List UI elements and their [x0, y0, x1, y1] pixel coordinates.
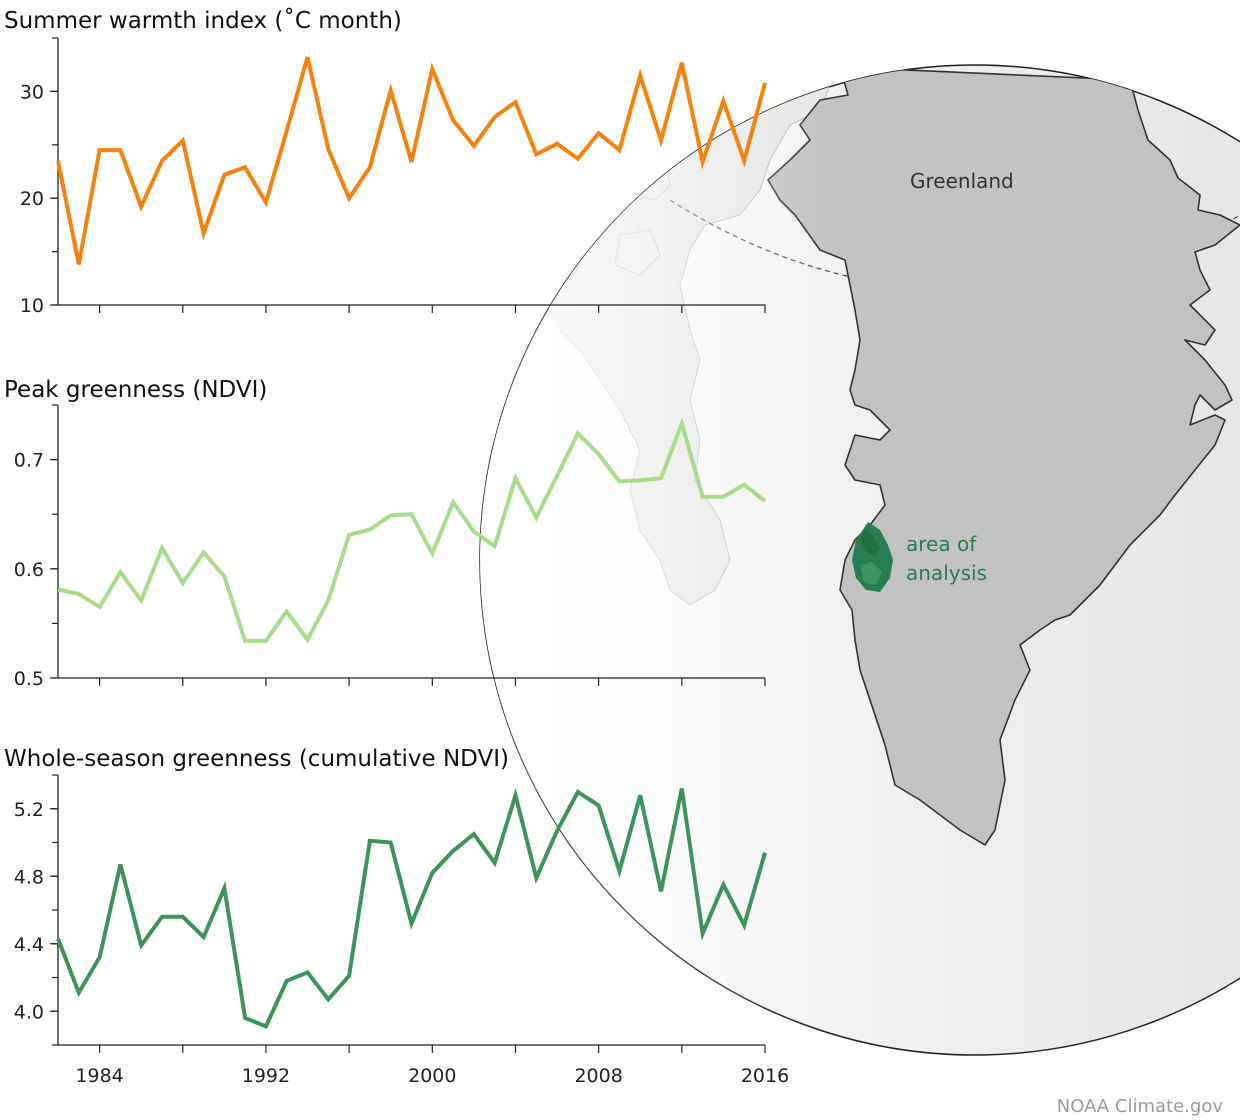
y-tick-label: 4.8	[14, 866, 44, 888]
x-tick-label: 2000	[408, 1065, 456, 1087]
chart-title: Whole-season greenness (cumulative NDVI)	[4, 746, 509, 772]
globe-map	[479, 64, 1240, 1056]
series-line	[57, 417, 767, 644]
greenland-label: Greenland	[910, 169, 1014, 193]
area-label-line2: analysis	[906, 561, 987, 585]
credit-text: NOAA Climate.gov	[1057, 1096, 1224, 1117]
chart-panels: Summer warmth index (˚C month) 10 20 30 Peak…	[4, 7, 789, 1087]
area-label-line1: area of	[906, 532, 977, 556]
y-tick-label: 10	[20, 295, 44, 317]
series-line	[56, 56, 767, 265]
x-tick-label: 1984	[75, 1065, 123, 1087]
x-tick-label: 2008	[574, 1065, 622, 1087]
y-tick-label: 0.5	[14, 668, 44, 690]
y-tick-label: 0.7	[14, 450, 44, 472]
chart-title: Summer warmth index (˚C month)	[4, 7, 402, 34]
y-tick-label: 4.4	[14, 934, 44, 956]
chart-panel-3: Whole-season greenness (cumulative NDVI)…	[4, 746, 789, 1087]
y-tick-label: 4.0	[14, 1001, 44, 1023]
x-tick-label: 1992	[242, 1065, 290, 1087]
y-tick-label: 30	[20, 81, 44, 103]
chart-panel-1: Summer warmth index (˚C month) 10 20 30	[4, 7, 767, 317]
chart-title: Peak greenness (NDVI)	[4, 377, 267, 403]
series-line	[56, 787, 767, 1029]
analysis-area-marker	[852, 522, 893, 592]
globe-fade	[480, 65, 830, 1055]
y-tick-label: 5.2	[14, 799, 44, 821]
x-tick-label: 2016	[741, 1065, 789, 1087]
chart-panel-2: Peak greenness (NDVI) 0.5 0.6 0.7	[4, 377, 767, 690]
y-tick-label: 20	[20, 188, 44, 210]
y-tick-label: 0.6	[14, 559, 44, 581]
greenland-shape	[767, 66, 1240, 846]
